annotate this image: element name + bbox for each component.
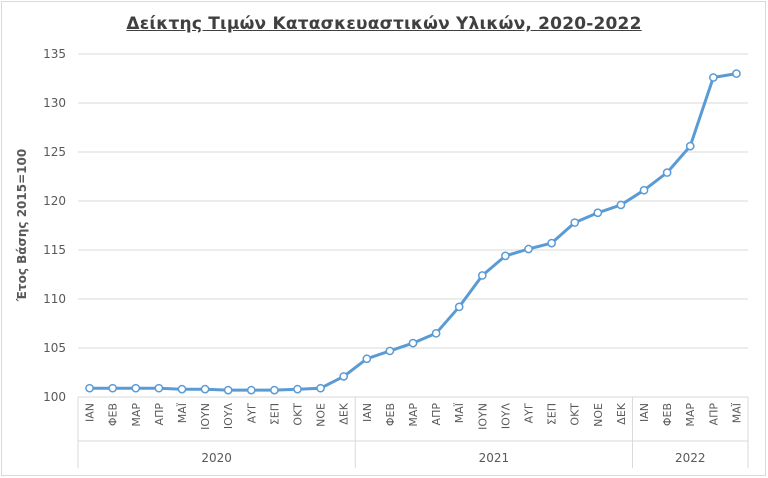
x-tick-label: ΙΟΥΛ [222,403,235,430]
data-point [85,383,94,393]
y-tick-label: 125 [43,145,66,159]
y-tick-label: 115 [43,243,66,257]
x-tick-label: ΔΕΚ [615,402,628,424]
data-point [408,338,418,348]
x-tick-label: ΜΑΡ [407,403,420,427]
x-tick-label: ΑΠΡ [707,403,720,426]
data-point [662,168,672,177]
x-tick-label: ΜΑΡ [684,403,697,427]
data-point [339,372,349,381]
y-tick-label: 105 [43,341,66,355]
y-tick-label: 130 [43,96,66,110]
data-point [501,251,510,261]
data-point [223,385,233,395]
data-point [685,141,695,151]
data-point [293,384,302,394]
data-point [616,200,626,210]
data-point [708,73,718,82]
year-label: 2022 [675,451,706,465]
x-tick-label: ΑΠΡ [430,403,443,426]
x-tick-label: ΜΑΪ [453,402,466,423]
data-point [270,385,279,395]
x-tick-label: ΣΕΠ [268,403,281,425]
x-tick-label: ΟΚΤ [291,403,304,426]
data-point [316,383,325,393]
x-tick-label: ΙΑΝ [84,403,97,422]
x-tick-label: ΜΑΪ [730,402,743,423]
data-point [524,244,533,254]
x-tick-label: ΙΑΝ [638,403,651,422]
data-point [454,302,464,312]
x-tick-label: ΙΟΥΝ [476,403,489,430]
data-point [362,354,372,364]
x-tick-label: ΑΥΓ [245,402,258,423]
data-point [200,384,210,394]
y-tick-label: 120 [43,194,66,208]
data-point [570,218,580,227]
data-point [385,346,395,356]
x-tick-label: ΝΟΕ [592,403,605,427]
x-tick-label: ΟΚΤ [569,403,582,426]
data-point [154,383,164,393]
data-point [639,185,649,195]
year-label: 2021 [479,451,510,465]
x-tick-label: ΑΥΓ [523,402,536,423]
x-tick-label: ΙΟΥΝ [199,403,212,430]
y-tick-label: 135 [43,47,66,61]
x-tick-label: ΦΕΒ [384,403,397,426]
data-point [732,69,741,78]
data-point [593,208,603,218]
x-tick-label: ΜΑΡ [130,403,143,427]
data-point [431,328,441,338]
data-point [246,385,256,395]
data-point [177,384,187,394]
x-tick-label: ΙΟΥΛ [499,403,512,430]
x-tick-label: ΙΑΝ [361,403,374,422]
x-tick-label: ΝΟΕ [315,403,328,427]
y-tick-label: 110 [43,292,66,306]
data-point [477,271,487,280]
chart-title: Δείκτης Τιμών Κατασκευαστικών Υλικών, 20… [126,14,642,34]
year-label: 2020 [201,451,232,465]
x-tick-label: ΦΕΒ [661,403,674,426]
x-tick-label: ΦΕΒ [107,403,120,426]
x-tick-label: ΑΠΡ [153,403,166,426]
y-tick-label: 100 [43,390,66,404]
x-tick-label: ΜΑΪ [176,402,189,423]
data-point [108,383,118,393]
x-tick-label: ΣΕΠ [546,403,559,425]
x-tick-label: ΔΕΚ [338,402,351,424]
data-point [131,383,141,393]
data-point [547,238,556,248]
